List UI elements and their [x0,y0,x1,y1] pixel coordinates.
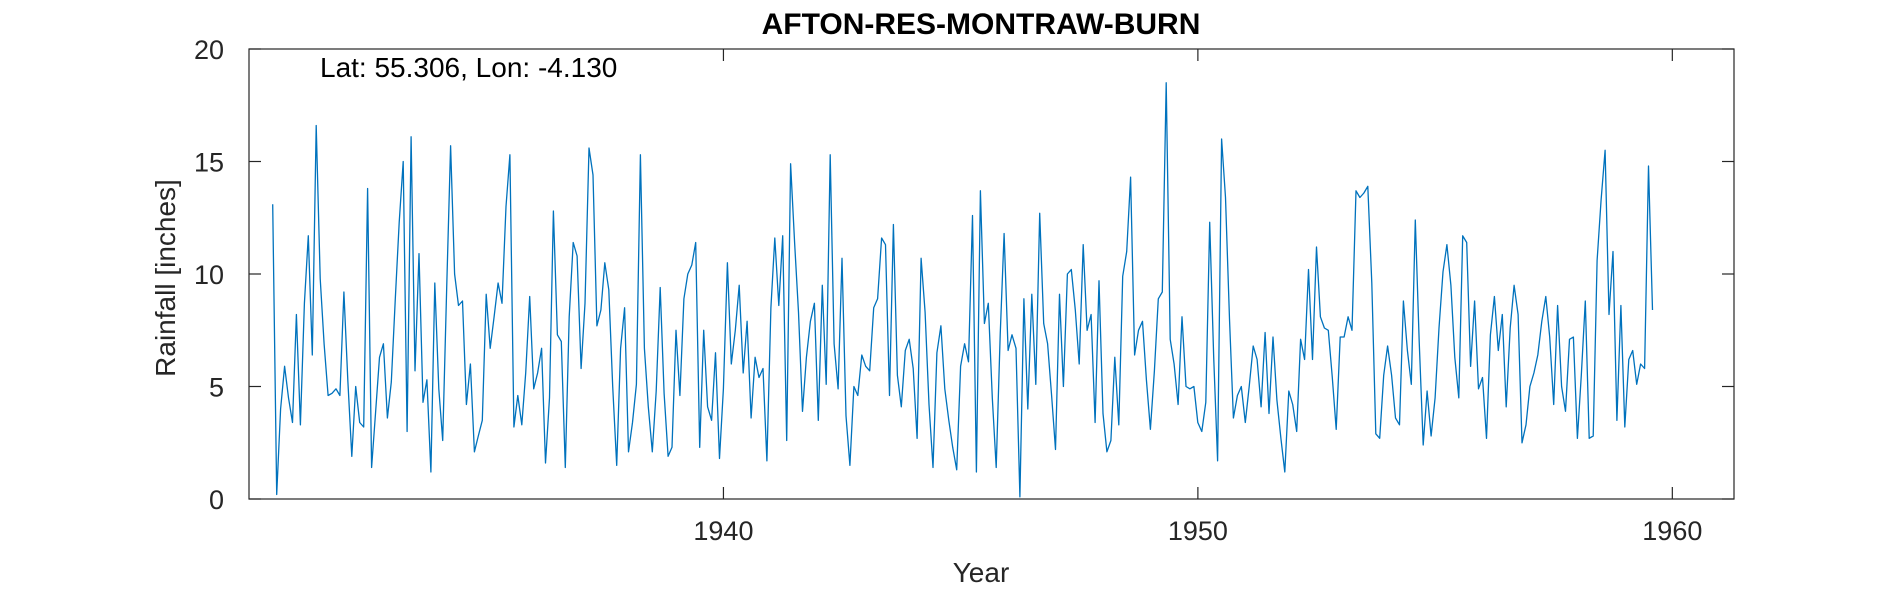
x-tick-label: 1950 [1168,516,1228,546]
rainfall-series-line [272,82,1654,498]
x-tick-label: 1960 [1642,516,1702,546]
chart-title: AFTON-RES-MONTRAW-BURN [762,8,1201,41]
y-tick-label: 20 [194,35,224,65]
x-tick-label: 1940 [693,516,753,546]
series-group [272,82,1654,498]
y-tick-label: 5 [209,373,224,403]
y-tick-label: 10 [194,260,224,290]
y-tick-label: 0 [209,485,224,515]
location-annotation: Lat: 55.306, Lon: -4.130 [320,52,617,83]
y-axis-label: Rainfall [inches] [150,179,181,377]
plot-area-border [248,48,1735,500]
plot-frame [248,48,1735,500]
y-tick-label: 15 [194,148,224,178]
axis-ticks: 1940 1950 1960 0 5 10 15 20 [194,35,1734,546]
x-axis-label: Year [953,557,1010,588]
